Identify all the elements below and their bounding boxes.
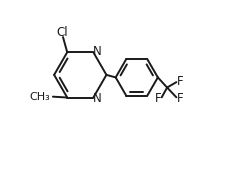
- Text: N: N: [93, 92, 101, 105]
- Text: N: N: [93, 45, 101, 58]
- Text: F: F: [176, 75, 182, 88]
- Text: F: F: [154, 92, 161, 105]
- Text: F: F: [176, 92, 182, 105]
- Text: CH₃: CH₃: [30, 92, 50, 102]
- Text: Cl: Cl: [56, 26, 68, 39]
